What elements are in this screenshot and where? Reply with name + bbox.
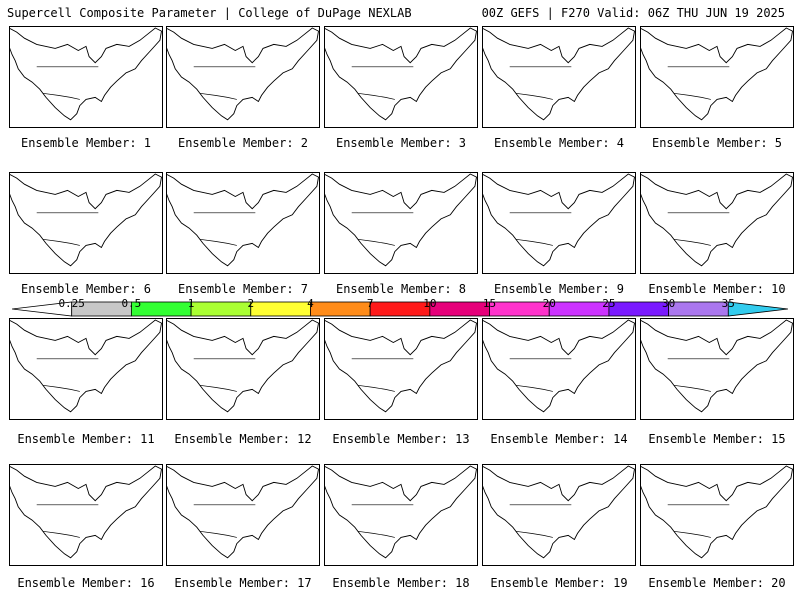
member-map-3 <box>324 26 478 128</box>
coastline <box>640 319 794 413</box>
member-map-13 <box>324 318 478 420</box>
color-scale-tick: 25 <box>602 297 616 310</box>
map-title: Supercell Composite Parameter | College … <box>7 6 412 20</box>
coastline <box>324 173 478 267</box>
color-swatch <box>250 301 311 317</box>
color-scale-tick: 1 <box>187 297 195 310</box>
member-map-6 <box>9 172 163 274</box>
color-scale-tick: 0.25 <box>58 297 85 310</box>
coastline <box>640 173 794 267</box>
member-map-20 <box>640 464 794 566</box>
member-label: Ensemble Member: 17 <box>174 576 312 590</box>
member-label: Ensemble Member: 6 <box>20 282 152 296</box>
member-label: Ensemble Member: 16 <box>17 576 155 590</box>
color-scale-tick: 30 <box>661 297 676 310</box>
color-swatch <box>190 301 252 317</box>
member-map-12 <box>166 318 320 420</box>
member-map-15 <box>640 318 794 420</box>
coastline <box>482 27 636 121</box>
color-swatch <box>727 301 788 317</box>
coastline <box>166 465 320 559</box>
coastline <box>482 465 636 559</box>
member-label: Ensemble Member: 4 <box>493 136 625 150</box>
coastline <box>482 319 636 413</box>
coastline <box>324 465 478 559</box>
member-map-9 <box>482 172 636 274</box>
color-scale-tick: 7 <box>366 297 374 310</box>
color-scale-tick: 4 <box>307 297 314 310</box>
color-scale-tick: 10 <box>423 297 437 310</box>
member-map-7 <box>166 172 320 274</box>
member-label: Ensemble Member: 9 <box>493 282 625 296</box>
coastline <box>9 319 163 413</box>
coastline <box>166 173 320 267</box>
member-map-16 <box>9 464 163 566</box>
run-valid-time: 00Z GEFS | F270 Valid: 06Z THU JUN 19 20… <box>481 6 785 20</box>
member-map-19 <box>482 464 636 566</box>
coastline <box>166 27 320 121</box>
coastline <box>9 465 163 559</box>
member-label: Ensemble Member: 1 <box>20 136 152 150</box>
coastline <box>640 465 794 559</box>
member-map-8 <box>324 172 478 274</box>
member-label: Ensemble Member: 11 <box>17 432 155 446</box>
color-swatch <box>310 301 371 317</box>
member-map-14 <box>482 318 636 420</box>
member-map-10 <box>640 172 794 274</box>
member-label: Ensemble Member: 20 <box>648 576 786 590</box>
member-map-1 <box>9 26 163 128</box>
color-scale-bar <box>12 301 788 317</box>
member-label: Ensemble Member: 15 <box>648 432 786 446</box>
member-label: Ensemble Member: 5 <box>651 136 783 150</box>
member-map-11 <box>9 318 163 420</box>
color-scale-tick: 2 <box>247 297 255 310</box>
member-label: Ensemble Member: 13 <box>332 432 470 446</box>
coastline <box>9 173 163 267</box>
member-label: Ensemble Member: 8 <box>335 282 467 296</box>
member-map-18 <box>324 464 478 566</box>
color-swatch <box>429 301 490 317</box>
color-scale-tick: 35 <box>721 297 735 310</box>
coastline <box>640 27 794 121</box>
member-label: Ensemble Member: 7 <box>177 282 309 296</box>
member-label: Ensemble Member: 18 <box>332 576 470 590</box>
color-swatch <box>668 301 729 317</box>
coastline <box>482 173 636 267</box>
color-swatch <box>608 301 670 317</box>
color-swatch <box>548 301 610 317</box>
member-map-2 <box>166 26 320 128</box>
color-scale-tick: 0.5 <box>121 297 142 310</box>
member-map-5 <box>640 26 794 128</box>
color-scale-tick: 15 <box>482 297 497 310</box>
member-label: Ensemble Member: 14 <box>490 432 628 446</box>
color-swatch <box>489 301 550 317</box>
member-map-4 <box>482 26 636 128</box>
member-label: Ensemble Member: 19 <box>490 576 628 590</box>
coastline <box>9 27 163 121</box>
member-label: Ensemble Member: 3 <box>335 136 467 150</box>
member-label: Ensemble Member: 2 <box>177 136 309 150</box>
coastline <box>324 27 478 121</box>
member-map-17 <box>166 464 320 566</box>
coastline <box>324 319 478 413</box>
color-scale-tick: 20 <box>542 297 556 310</box>
member-label: Ensemble Member: 10 <box>648 282 786 296</box>
coastline <box>166 319 320 413</box>
color-swatch <box>369 301 431 317</box>
member-label: Ensemble Member: 12 <box>174 432 312 446</box>
